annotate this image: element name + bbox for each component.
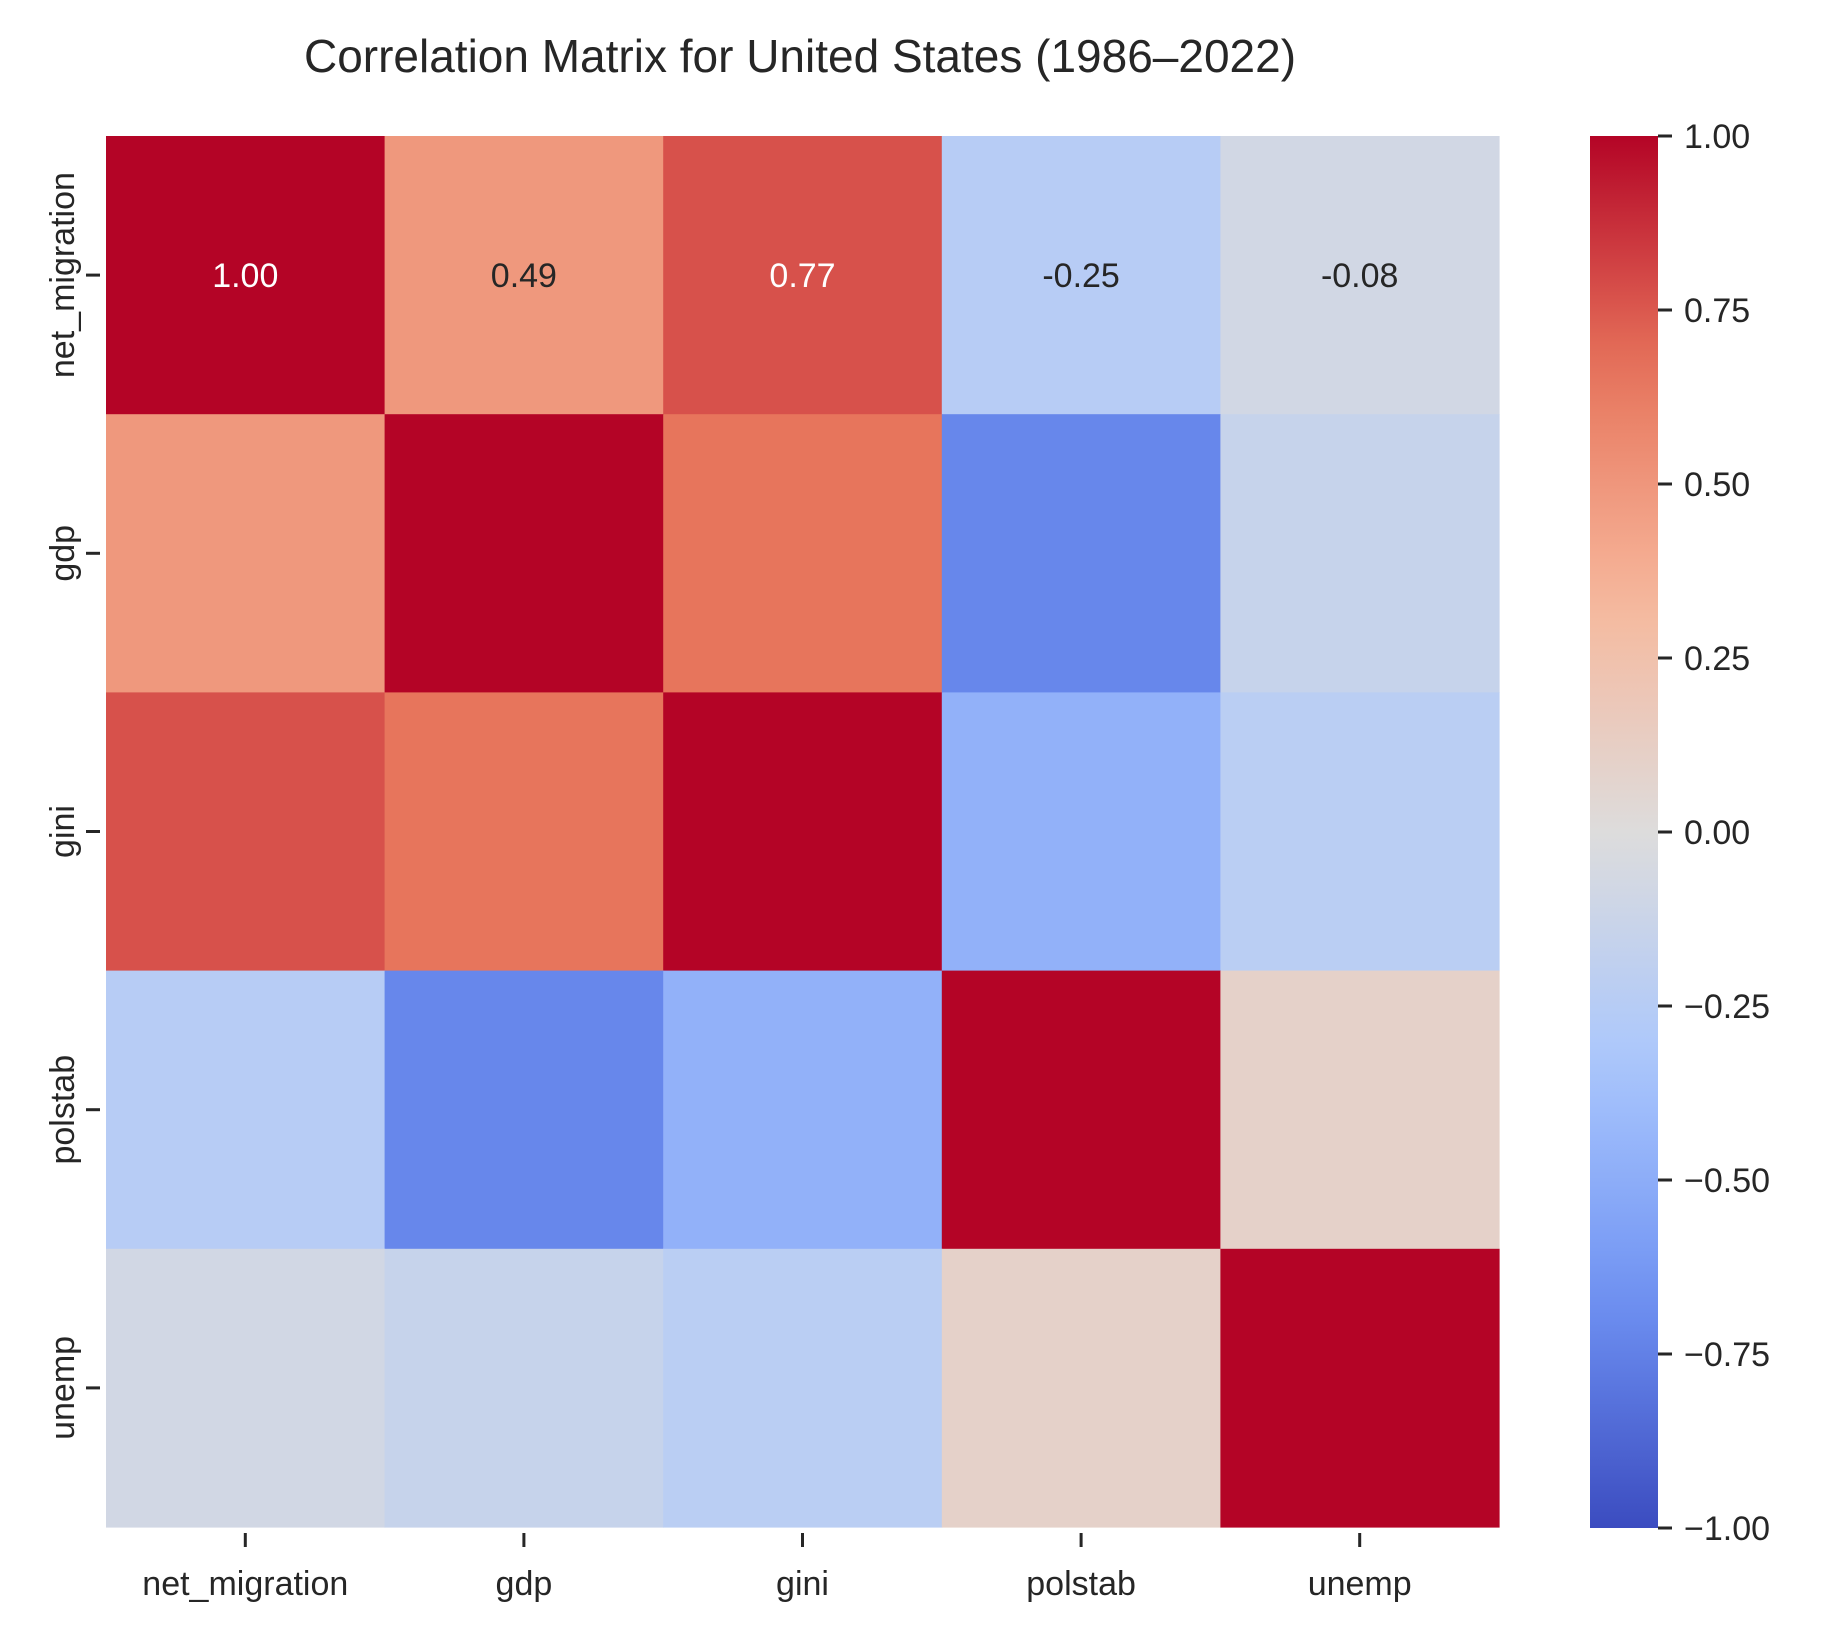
heatmap-cell [941,970,1221,1250]
x-tick-label: net_migration [142,1565,348,1603]
colorbar-tick-label: −1.00 [1684,1510,1770,1548]
heatmap-cell [384,414,664,693]
heatmap-cell [663,1248,943,1528]
colorbar-tick-label: −0.50 [1684,1162,1770,1200]
colorbar-tick-label: 1.00 [1684,118,1750,156]
cell-annotations: 1.00 0.49 0.77 -0.25 -0.08 [212,257,1398,295]
heatmap-cell [384,692,664,972]
heatmap-cell [106,692,386,972]
colorbar-axis: 1.00 0.75 0.50 0.25 0.00 −0.25 −0.50 −0.75 −1.00 [1658,118,1770,1548]
cell-value-label: 0.49 [491,257,557,295]
heatmap-cell [941,1248,1221,1528]
y-tick-label: gini [44,805,82,858]
colorbar-tick-label: 0.00 [1684,814,1750,852]
heatmap-cell [1220,1248,1500,1528]
heatmap-cell [941,692,1221,972]
heatmap-cell [663,970,943,1250]
colorbar-tick-label: −0.25 [1684,988,1770,1026]
heatmap-cell [1220,970,1500,1250]
heatmap-cell [941,136,1221,415]
y-tick-label: polstab [44,1055,82,1165]
heatmap-cell [106,1248,386,1528]
heatmap-cell [1220,136,1500,415]
cell-value-label: 0.77 [769,257,835,295]
colorbar-tick-label: −0.75 [1684,1336,1770,1374]
x-tick-label: polstab [1026,1565,1136,1603]
heatmap-cell [1220,414,1500,693]
heatmap-cell [384,1248,664,1528]
x-tick-label: gini [776,1565,829,1603]
heatmap-cell [663,414,943,693]
heatmap-cell [106,414,386,693]
x-tick-label: gdp [496,1565,553,1603]
chart-title: Correlation Matrix for United States (19… [304,30,1296,82]
y-tick-label: net_migration [44,172,82,378]
y-tick-label: unemp [44,1336,82,1440]
heatmap-cell [1220,692,1500,972]
cell-value-label: 1.00 [212,257,278,295]
cell-value-label: -0.08 [1321,257,1399,295]
heatmap-cell [941,414,1221,693]
x-tick-label: unemp [1308,1565,1412,1603]
heatmap-cells [106,136,1500,1528]
heatmap-cell [384,136,664,415]
colorbar-tick-label: 0.75 [1684,292,1750,330]
colorbar-tick-label: 0.50 [1684,466,1750,504]
colorbar-tick-label: 0.25 [1684,640,1750,678]
colorbar [1590,136,1658,1528]
heatmap-cell [106,970,386,1250]
heatmap-cell [663,136,943,415]
cell-value-label: -0.25 [1042,257,1120,295]
heatmap-cell [663,692,943,972]
x-axis: net_migration gdp gini polstab unemp [142,1533,1412,1603]
heatmap-cell [384,970,664,1250]
heatmap-cell [106,136,386,415]
y-tick-label: gdp [44,525,82,582]
